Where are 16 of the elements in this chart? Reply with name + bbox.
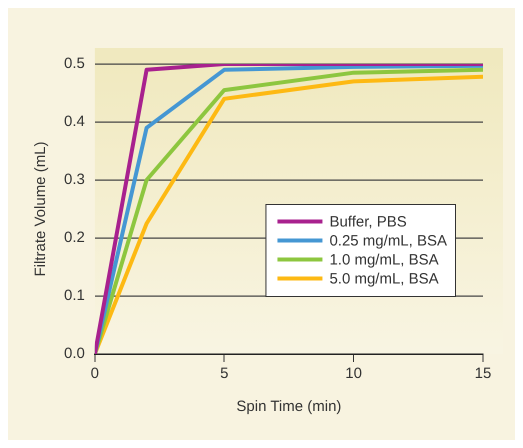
y-tick-label: 0.1 <box>64 287 85 304</box>
legend-label: 5.0 mg/mL, BSA <box>329 270 439 288</box>
x-tick-label: 10 <box>345 365 362 382</box>
legend-label: Buffer, PBS <box>329 214 407 231</box>
y-tick-label: 0.2 <box>64 229 85 246</box>
x-tick-label: 15 <box>474 365 492 382</box>
x-axis-title: Spin Time (min) <box>236 398 342 416</box>
legend-label: 0.25 mg/mL, BSA <box>329 232 448 250</box>
y-axis-title: Filtrate Volume (mL) <box>32 141 50 277</box>
y-tick-label: 0.0 <box>64 345 85 362</box>
y-tick-label: 0.3 <box>64 171 85 188</box>
x-tick-label: 0 <box>90 365 100 382</box>
y-tick-label: 0.4 <box>64 113 85 130</box>
x-tick-label: 5 <box>220 365 228 382</box>
y-tick-label: 0.5 <box>64 55 85 72</box>
legend-label: 1.0 mg/mL, BSA <box>329 252 439 269</box>
